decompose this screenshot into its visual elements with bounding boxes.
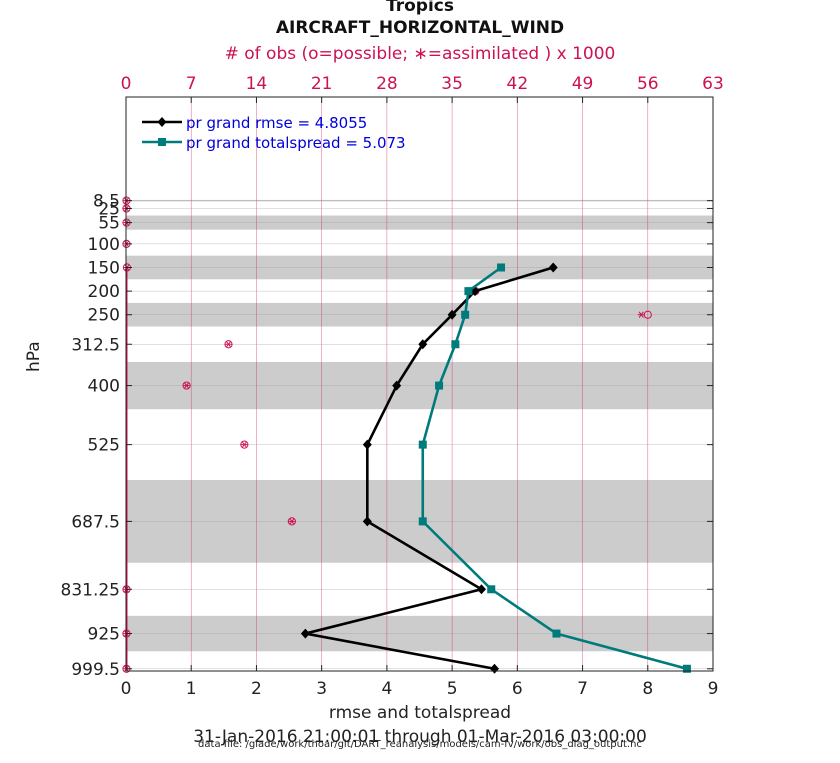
series-marker-1: [461, 310, 470, 319]
x-tick-label: 3: [316, 679, 327, 699]
top-tick-label: 35: [441, 74, 463, 94]
legend-marker-1: [158, 138, 166, 146]
asterisk-stroke: [184, 382, 190, 389]
y-tick-label: 200: [88, 282, 120, 302]
series-marker-0: [548, 262, 558, 273]
axes-box: [125, 96, 714, 672]
top-axis-label: # of obs (o=possible; ∗=assimilated ) x …: [224, 44, 616, 64]
legend: pr grand rmse = 4.8055 pr grand totalspre…: [142, 114, 406, 152]
x-tick-label: 6: [512, 679, 523, 699]
top-tick-label: 21: [311, 74, 333, 94]
y-tick-label: 525: [88, 436, 120, 456]
legend-label-0: pr grand rmse = 4.8055: [186, 114, 367, 132]
obs-assimilated-marker: [288, 518, 296, 525]
top-tick-label: 14: [246, 74, 268, 94]
series-lines: [300, 262, 691, 674]
legend-marker-0: [157, 117, 167, 127]
legend-label-1: pr grand totalspread = 5.073: [186, 134, 406, 152]
series-marker-0: [300, 628, 310, 639]
series-marker-1: [552, 629, 561, 638]
y-tick-label: 925: [88, 625, 120, 645]
obs-assimilated-marker: [224, 341, 233, 348]
x-tick-label: 5: [447, 679, 458, 699]
y-tick-label: 250: [88, 306, 120, 326]
y-tick-label: 400: [88, 377, 120, 397]
series-marker-0: [476, 584, 486, 595]
top-tick-label: 0: [121, 74, 132, 94]
series-marker-1: [487, 585, 496, 594]
x-tick-label: 1: [186, 679, 197, 699]
x-tick-label: 8: [642, 679, 653, 699]
series-marker-0: [362, 516, 372, 527]
x-tick-label: 7: [577, 679, 588, 699]
series-marker-0: [490, 663, 500, 674]
series-marker-1: [435, 381, 444, 390]
top-tick-label: 28: [376, 74, 398, 94]
top-tick-label: 42: [507, 74, 529, 94]
series-marker-0: [418, 339, 428, 350]
y-tick-label: 831.25: [61, 580, 120, 600]
top-tick-label: 7: [186, 74, 197, 94]
y-tick-label: 312.5: [71, 335, 120, 355]
y-tick-label: 100: [88, 235, 120, 255]
asterisk-stroke: [289, 518, 295, 525]
y-axis-label: hPa: [24, 341, 44, 372]
top-tick-label: 49: [572, 74, 594, 94]
chart-title: Tropics: [386, 0, 454, 16]
x-axis-label: rmse and totalspread: [328, 703, 512, 723]
x-tick-label: 0: [121, 679, 132, 699]
series-marker-0: [362, 439, 372, 450]
obs-assimilated-marker: [240, 441, 248, 448]
y-tick-label: 8.5: [93, 192, 120, 212]
date-range: 31-Jan-2016 21:00:01 through 01-Mar-2016…: [193, 727, 647, 747]
series-marker-1: [497, 263, 506, 272]
chart-subtitle: AIRCRAFT_HORIZONTAL_WIND: [275, 18, 565, 38]
obs-assimilated-marker: [182, 382, 191, 389]
y-tick-label: 999.5: [71, 660, 120, 680]
series-marker-0: [392, 380, 402, 391]
series-line-1: [421, 266, 688, 671]
asterisk-stroke: [241, 441, 247, 448]
asterisk-stroke: [225, 341, 232, 348]
y-tick-label: 150: [88, 258, 120, 278]
series-marker-1: [464, 287, 473, 296]
obs-assimilated-marker: [637, 311, 645, 318]
top-tick-label: 63: [702, 74, 724, 94]
plot-frame: [125, 96, 714, 672]
series-marker-0: [447, 309, 457, 320]
series-marker-1: [682, 664, 691, 673]
asterisk-stroke: [638, 311, 644, 318]
y-tick-label: 55: [98, 214, 120, 234]
series-marker-1: [451, 340, 460, 349]
tick-labels: 0 1 2 3 4 5 6 7 8 90 7 14 21 28 35 42 49 56 638.5255510015…: [61, 74, 724, 699]
series-marker-1: [418, 440, 427, 449]
top-tick-label: 56: [637, 74, 659, 94]
series-line-0: [305, 266, 554, 671]
y-tick-label: 687.5: [71, 512, 120, 532]
data-file-path: data file: /glade/work/thoar/git/DART_re…: [198, 739, 642, 750]
y-tick-label: 25: [98, 199, 120, 219]
series-marker-1: [418, 517, 427, 526]
x-tick-label: 2: [251, 679, 262, 699]
x-tick-label: 4: [381, 679, 392, 699]
x-tick-label: 9: [708, 679, 719, 699]
